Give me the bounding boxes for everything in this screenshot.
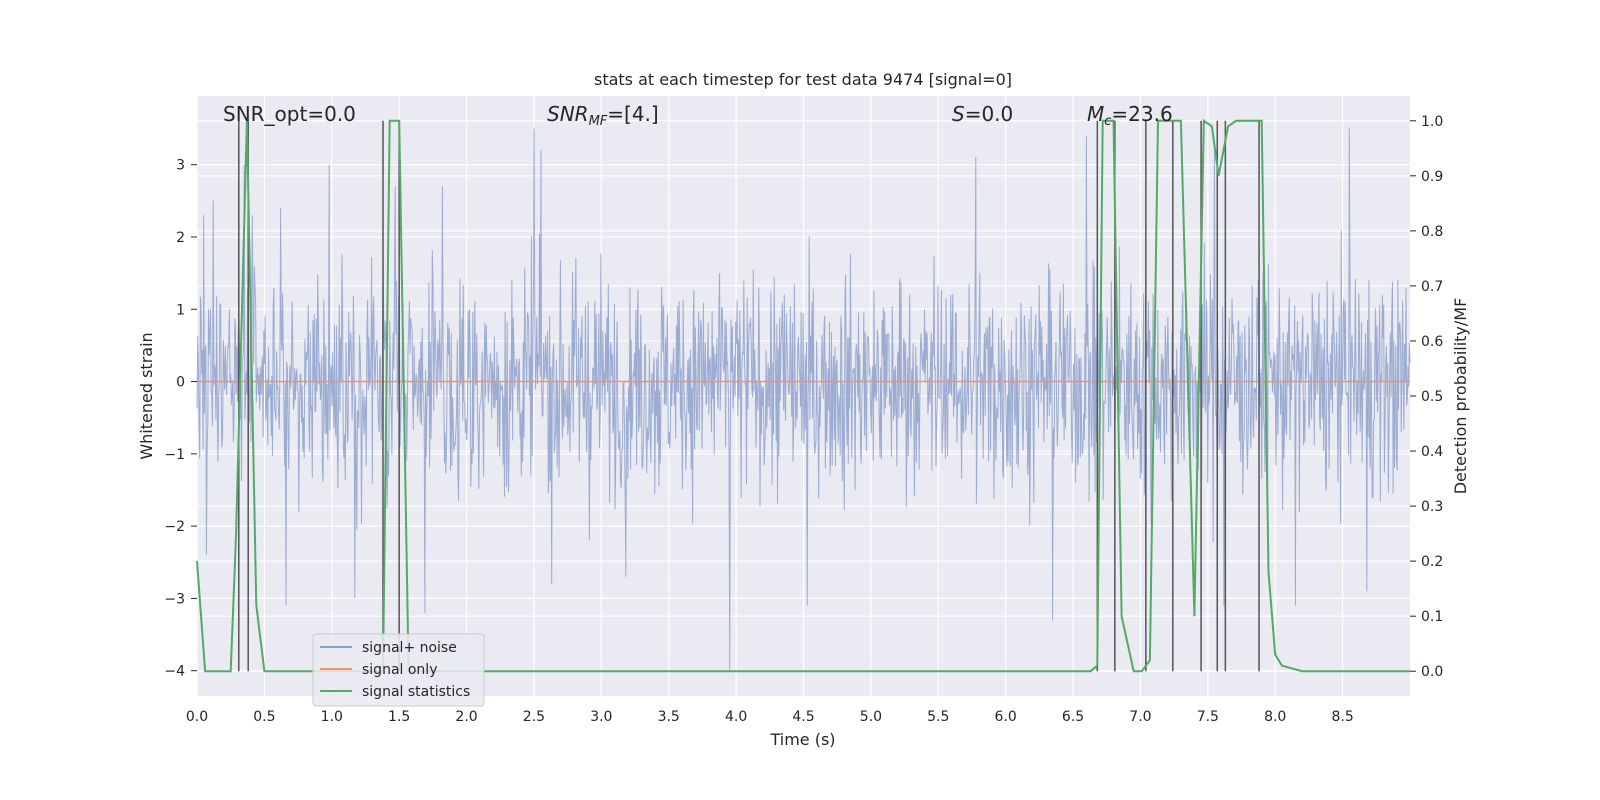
y-tick-label-left: −3 [164, 591, 185, 607]
legend-label-signal-statistics: signal statistics [362, 684, 470, 700]
x-tick-label: 4.5 [792, 709, 814, 725]
x-tick-label: 7.5 [1197, 709, 1219, 725]
x-tick-label: 6.0 [995, 709, 1017, 725]
y-tick-label-right: 1.0 [1421, 114, 1443, 130]
y-axis-label-right: Detection probability/MF [1451, 298, 1470, 495]
annotation-s-main: S [952, 102, 965, 126]
x-tick-label: 1.0 [321, 709, 343, 725]
x-tick-label: 8.0 [1264, 709, 1286, 725]
x-tick-label: 0.5 [253, 709, 275, 725]
x-tick-label: 3.5 [658, 709, 680, 725]
legend-label-signal-noise: signal+ noise [362, 640, 457, 656]
signal-statistics-line [196, 118, 1410, 673]
annotation-mc-value: =23.6 [1111, 102, 1172, 126]
legend-box [312, 633, 485, 707]
legend-label-signal-only: signal only [362, 662, 437, 678]
tick-labels: 0.0 0.5 1.0 1.5 2.0 2.5 3.0 3.5 4.0 4.5 5.0 5.5 6.0 6… [164, 114, 1443, 725]
y-tick-label-right: 0.4 [1421, 444, 1443, 460]
x-tick-label: 2.0 [455, 709, 477, 725]
y-tick-label-left: 2 [176, 230, 185, 246]
annotation-s-value: =0.0 [965, 102, 1014, 126]
x-tick-label: 7.0 [1129, 709, 1151, 725]
x-tick-label: 5.0 [860, 709, 882, 725]
x-tick-label: 8.5 [1331, 709, 1353, 725]
x-tick-label: 6.5 [1062, 709, 1084, 725]
x-axis-label: Time (s) [769, 730, 835, 749]
x-tick-label: 5.5 [927, 709, 949, 725]
annotation-snr-mf-value: =[4.] [607, 102, 658, 126]
y-tick-label-right: 0.0 [1421, 664, 1443, 680]
x-tick-label: 4.0 [725, 709, 747, 725]
y-tick-label-right: 0.7 [1421, 279, 1443, 295]
x-tick-label: 1.5 [388, 709, 410, 725]
series-signal-statistics [196, 118, 1410, 673]
y-tick-label-right: 0.9 [1421, 169, 1443, 185]
y-tick-label-left: −2 [164, 519, 185, 535]
annotation-snr-mf-main: SNR [547, 102, 589, 126]
y-tick-label-right: 0.1 [1421, 609, 1443, 625]
y-tick-label-left: −1 [164, 447, 185, 463]
annotation-snr-opt: SNR_opt=0.0 [223, 102, 356, 126]
x-tick-label: 3.0 [590, 709, 612, 725]
annotation-s: S=0.0 [952, 102, 1013, 126]
y-tick-label-right: 0.5 [1421, 389, 1443, 405]
annotation-snr-mf-sub: MF [589, 114, 608, 129]
y-tick-label-right: 0.2 [1421, 554, 1443, 570]
y-tick-label-left: −4 [164, 664, 185, 680]
x-tick-label: 2.5 [523, 709, 545, 725]
y-tick-label-left: 3 [176, 158, 185, 174]
legend: signal+ noise signal only signal statist… [312, 633, 485, 707]
y-axis-label-left: Whitened strain [137, 332, 156, 459]
y-tick-label-right: 0.6 [1421, 334, 1443, 350]
annotation-mc-sub: c [1104, 114, 1111, 129]
chart-title: stats at each timestep for test data 947… [594, 70, 1012, 89]
annotation-mc: Mc=23.6 [1087, 102, 1173, 129]
annotation-mc-main: M [1087, 102, 1104, 126]
y-tick-label-left: 1 [176, 302, 185, 318]
y-tick-label-left: 0 [176, 375, 185, 391]
annotation-snr-mf: SNRMF=[4.] [547, 102, 659, 129]
y-tick-label-right: 0.3 [1421, 499, 1443, 515]
y-tick-label-right: 0.8 [1421, 224, 1443, 240]
x-tick-label: 0.0 [186, 709, 208, 725]
